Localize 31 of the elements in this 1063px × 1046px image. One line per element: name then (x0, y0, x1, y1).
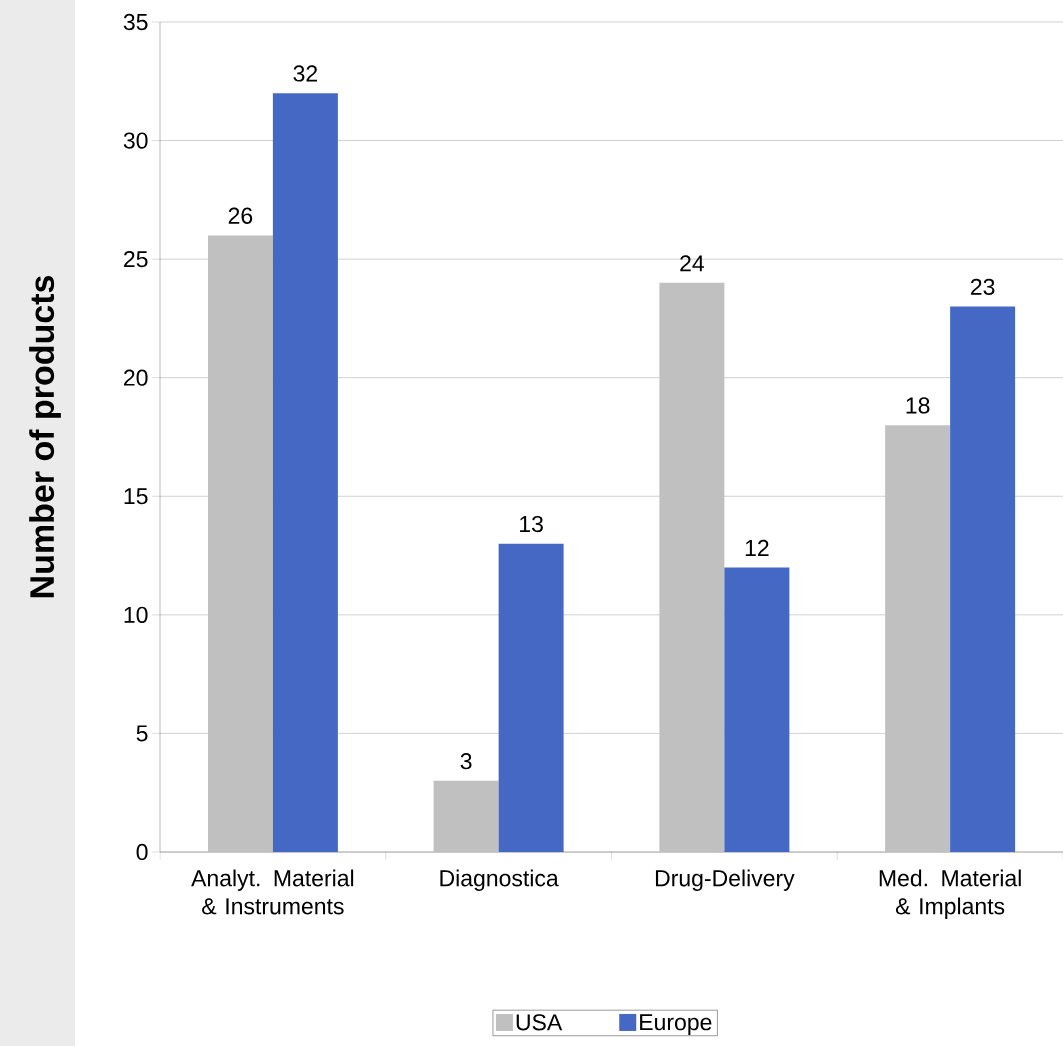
bar (724, 567, 790, 852)
y-tick-label: 25 (124, 250, 148, 268)
y-tick-label: 15 (124, 488, 148, 505)
data-label: 32 (293, 65, 318, 82)
bar (498, 543, 564, 852)
data-label: 12 (745, 539, 769, 556)
data-label: 3 (460, 753, 472, 770)
bar (659, 282, 725, 852)
bar (272, 93, 338, 852)
data-label: 26 (228, 207, 253, 224)
x-tick-label: Drug-Delivery (655, 869, 795, 891)
data-label: 23 (971, 278, 995, 296)
legend-label: USA (516, 1014, 563, 1031)
y-tick-label: 30 (123, 132, 148, 149)
x-tick-label: Med. Material & Implants (879, 869, 1021, 919)
data-label: 13 (520, 515, 543, 533)
data-label: 24 (680, 255, 704, 272)
bar (885, 425, 951, 852)
y-axis-title: Number of products (29, 275, 61, 598)
y-tick-label: 5 (136, 725, 148, 742)
data-label: 18 (906, 397, 930, 414)
legend-label: Europe (640, 1014, 712, 1035)
y-tick-label: 20 (124, 369, 148, 386)
bar (433, 780, 499, 852)
x-tick-label: Analyt. Material & Instruments (191, 869, 354, 915)
x-tick-label: Diagnostica (440, 869, 559, 891)
bar (207, 235, 273, 852)
y-tick-label: 0 (136, 843, 148, 861)
y-tick-label: 35 (123, 13, 148, 31)
bar (950, 306, 1016, 852)
y-tick-label: 10 (124, 606, 148, 623)
